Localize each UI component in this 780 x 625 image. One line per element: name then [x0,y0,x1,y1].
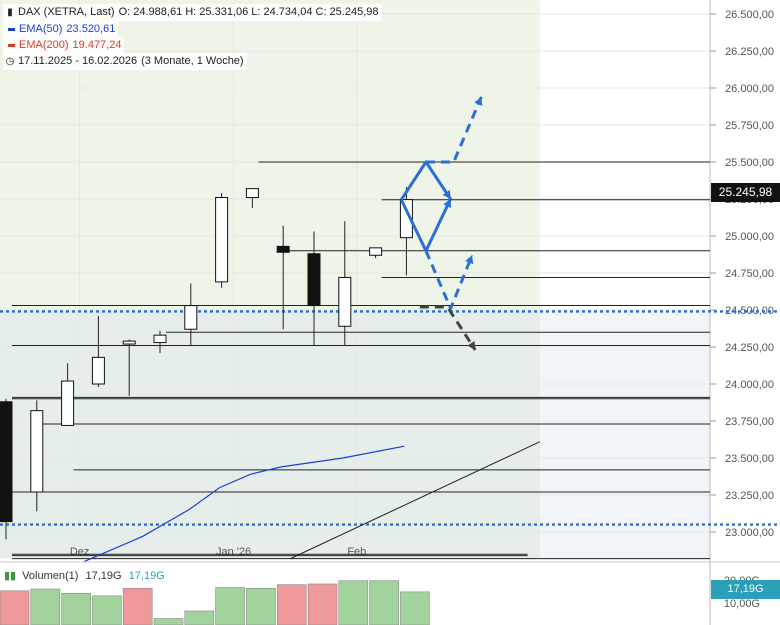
volume-bar [122,587,153,625]
legend-ema200-row: EMA(200) 19.477,24 [3,37,125,53]
period-note: (3 Monate, 1 Woche) [141,55,244,67]
volume-bar [92,595,122,625]
volume-bar [0,590,30,625]
x-tick-label: Feb [347,546,366,558]
volume-bar [276,584,307,625]
candle-body [61,380,75,426]
y-tick-label: 26.000,00 [725,83,774,95]
analysis-shaded-region [0,0,540,558]
y-tick-label: 23.500,00 [725,453,774,465]
volume-bar [30,588,61,625]
candle-body [399,199,413,239]
ema50-value: 23.520,61 [66,23,116,35]
volume-bar [153,618,184,625]
volume-tick-label: 10,00G [724,598,760,610]
candle-body [0,401,13,523]
ema50-label: EMA(50) [19,23,63,35]
range-shaded-band [0,311,710,559]
y-tick-label: 26.500,00 [725,9,774,21]
volume-bar [246,587,276,625]
volume-bar [338,580,369,625]
scenario-arrowhead [442,190,451,199]
candle-body [153,334,167,344]
scenario-arrowhead [467,340,476,350]
ema50-line [83,445,405,563]
y-tick-label: 23.000,00 [725,527,774,539]
x-tick-label: Dez [70,546,90,558]
ema200-label: EMA(200) [19,39,69,51]
legend-period-row: ◷ 17.11.2025 - 16.02.2026 (3 Monate, 1 W… [3,53,247,70]
x-tick-label: Jan '26 [216,546,251,558]
ema200-value: 19.477,24 [72,39,122,51]
candle-body [245,188,259,199]
y-tick-label: 23.750,00 [725,416,774,428]
y-tick-label: 24.000,00 [725,379,774,391]
candle-body [122,340,136,345]
volume-bar [400,591,430,625]
scenario-path [424,250,474,311]
y-tick-label: 26.250,00 [725,46,774,58]
chart-legend: ▮ DAX (XETRA, Last) O: 24.988,61 H: 25.3… [3,4,382,70]
volume-value-tag: 17,19G [711,580,780,599]
candle-body [30,410,44,493]
scenario-arrowhead [474,96,483,106]
y-tick-label: 23.250,00 [725,490,774,502]
ema50-swatch [8,27,15,31]
volume-value-a: 17,19G [85,570,122,582]
candle-body [338,276,352,327]
volume-bar [369,580,399,625]
candlestick-icon: ▮ [7,7,13,18]
instrument-name: DAX (XETRA, Last) [18,6,115,18]
y-tick-label: 24.750,00 [725,268,774,280]
volume-bar [184,610,215,625]
y-tick-label: 25.500,00 [725,157,774,169]
ohlc-values: O: 24.988,61 H: 25.331,06 L: 24.734,04 C… [118,6,379,18]
volume-bar [215,587,245,625]
period-range: 17.11.2025 - 16.02.2026 [18,55,138,67]
y-tick-label: 24.500,00 [725,305,774,317]
ema200-swatch [8,43,15,47]
y-tick-label: 24.250,00 [725,342,774,354]
scenario-arrowhead [465,255,474,265]
current-price-tag: 25.245,98 [711,183,780,202]
volume-bars-icon: ▮▮ [4,570,17,582]
volume-value-b: 17,19G [128,570,165,582]
candle-body [307,253,321,307]
legend-ema50-row: EMA(50) 23.520,61 [3,21,119,37]
candle-body [369,247,383,256]
trend-line [290,441,541,560]
y-tick-label: 25.000,00 [725,231,774,243]
candle-body [184,305,198,330]
scenario-path [419,305,477,351]
candle-body [276,245,290,253]
volume-legend: ▮▮ Volumen(1) 17,19G 17,19G [4,569,165,582]
candle-body [215,197,229,283]
legend-instrument-row: ▮ DAX (XETRA, Last) O: 24.988,61 H: 25.3… [3,4,382,21]
volume-bar [307,583,338,625]
volume-label: Volumen(1) [22,570,79,582]
clock-icon: ◷ [5,56,15,67]
volume-bar [61,593,91,625]
scenario-arrowhead [443,199,452,208]
y-tick-label: 25.750,00 [725,120,774,132]
candle-body [91,356,105,385]
